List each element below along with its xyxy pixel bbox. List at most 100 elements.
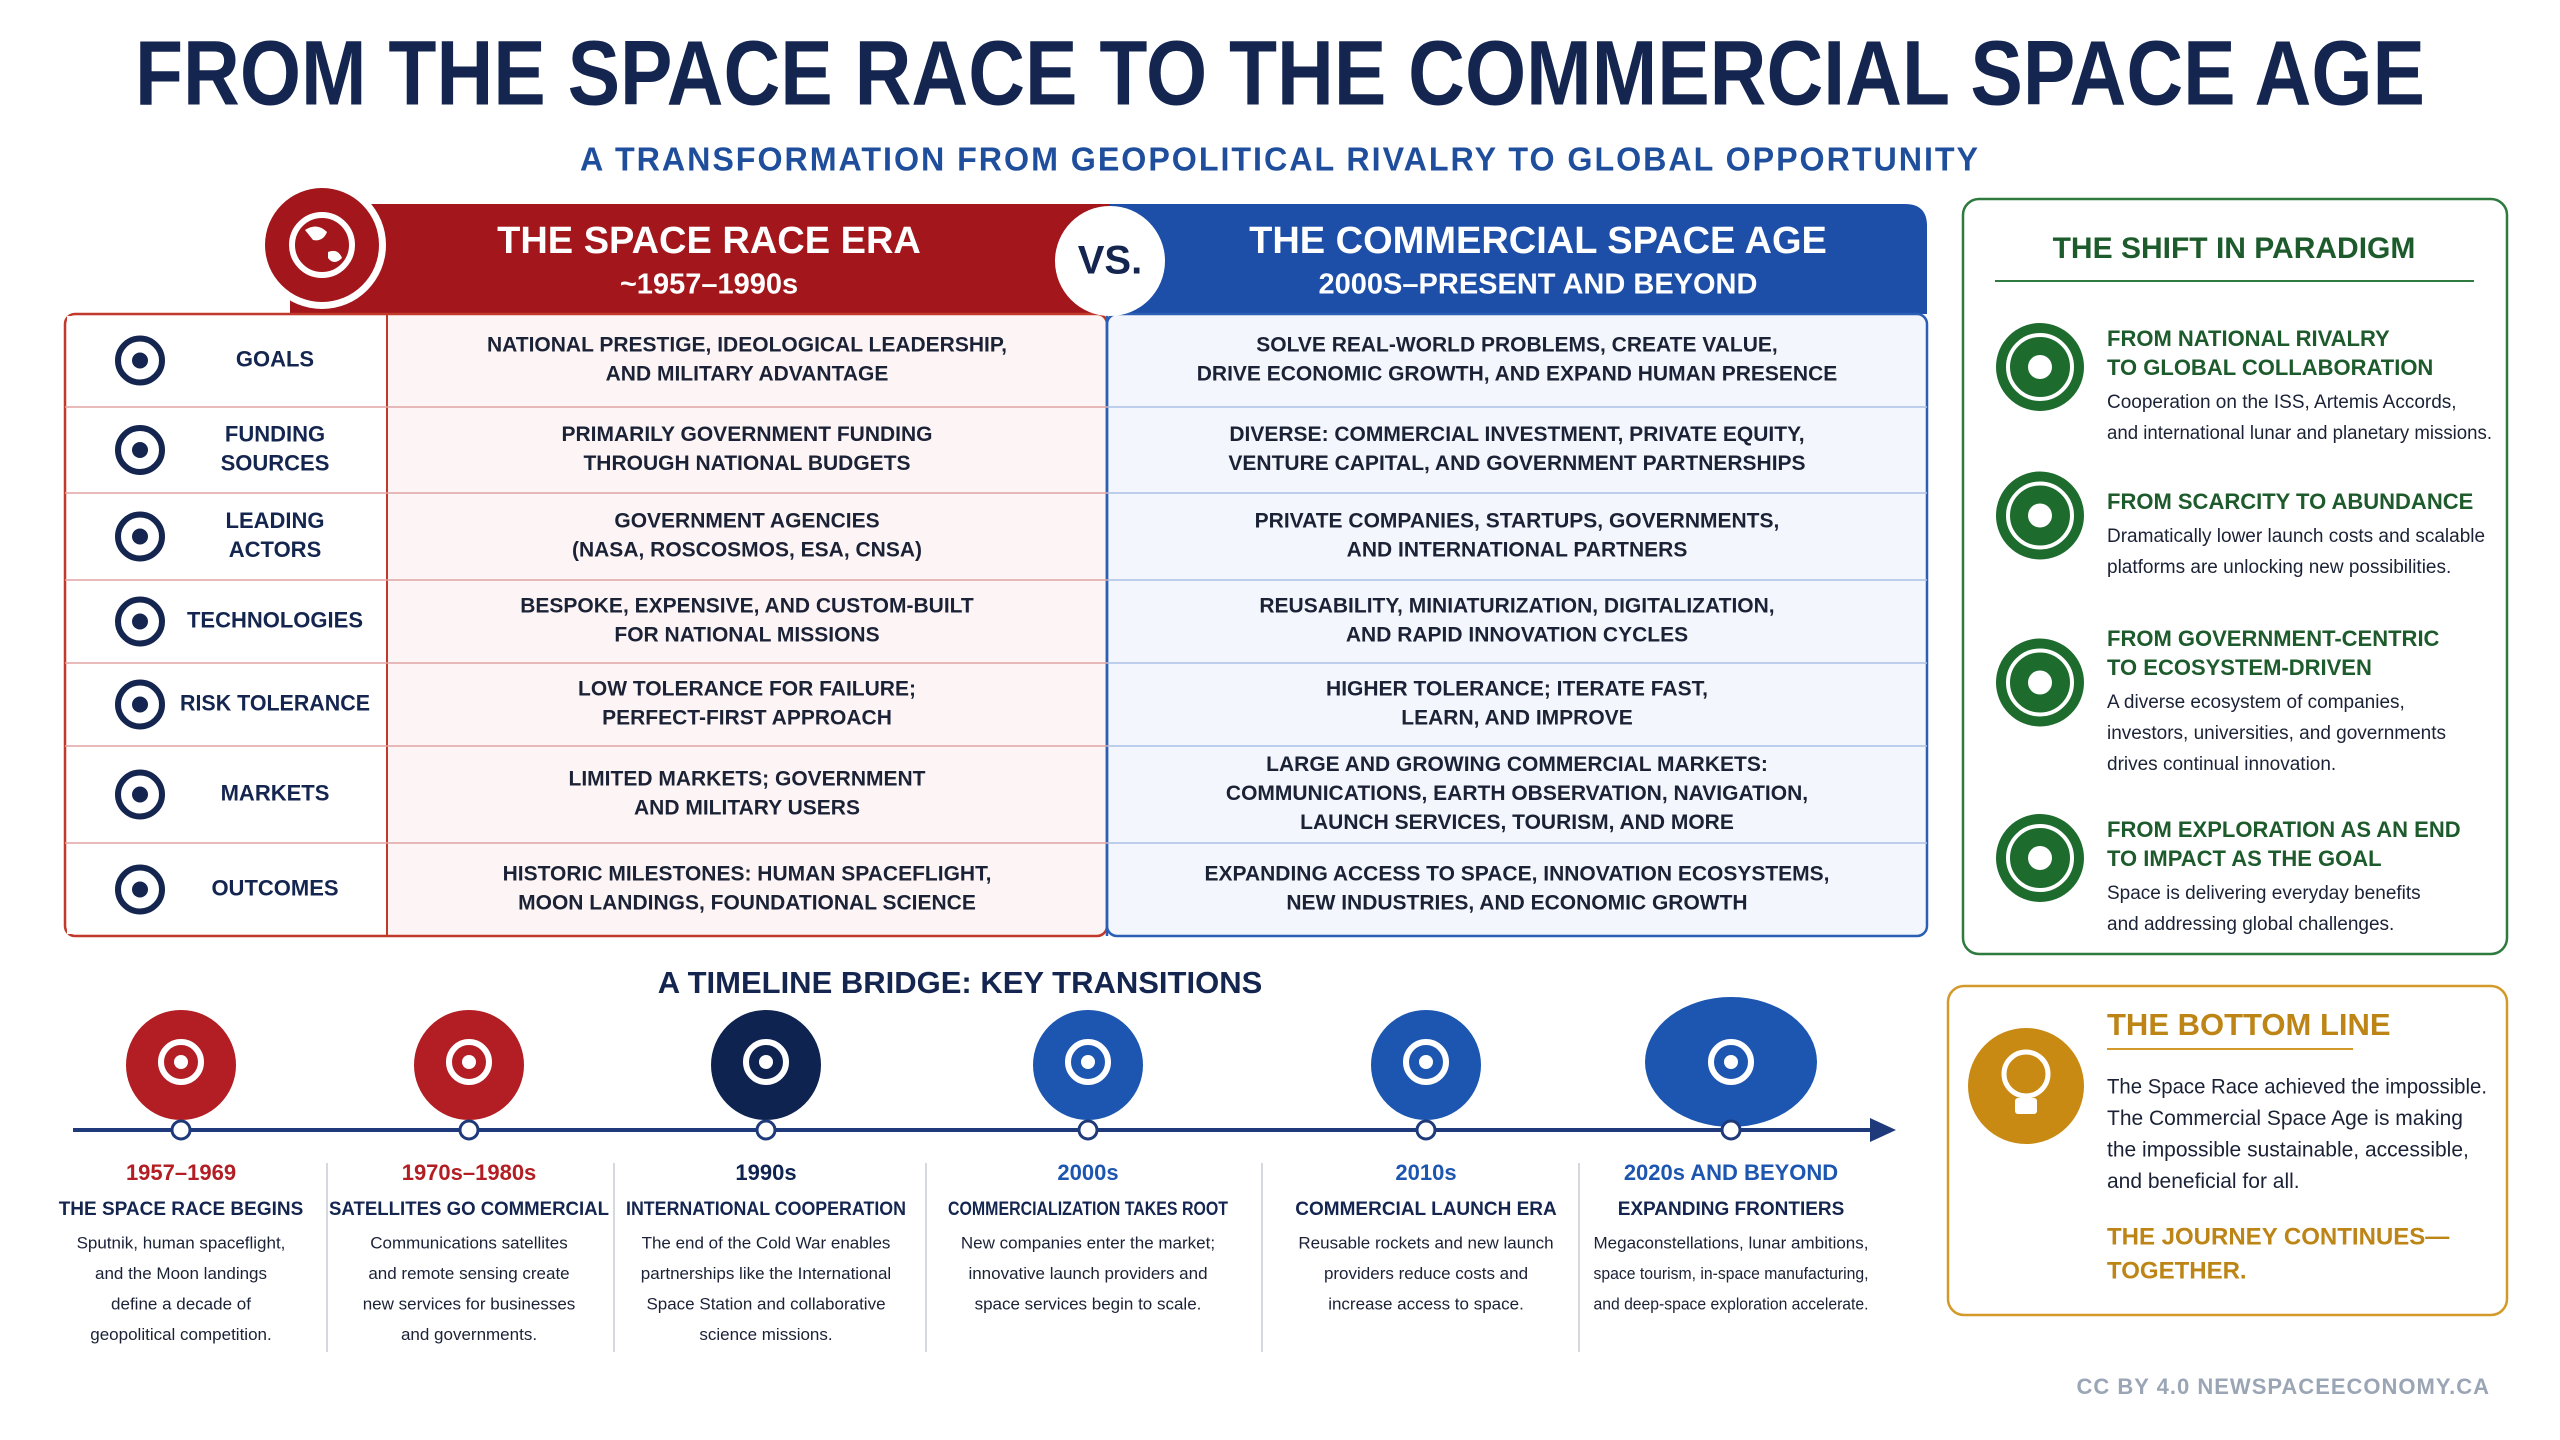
timeline-desc: Sputnik, human spaceflight, <box>77 1233 286 1252</box>
row-icon-core <box>132 613 148 630</box>
globe-icon <box>289 212 355 278</box>
row-icon-core <box>132 786 148 803</box>
row-icon-core <box>132 881 148 898</box>
row-icon-core <box>132 696 148 713</box>
timeline-icon <box>1403 1039 1449 1085</box>
timeline-icon-core <box>174 1055 188 1069</box>
row-label: SOURCES <box>221 450 330 475</box>
timeline-desc: increase access to space. <box>1328 1294 1524 1313</box>
bulb-icon <box>2001 1049 2051 1099</box>
row-icon-core <box>132 442 148 458</box>
timeline-desc: partnerships like the International <box>641 1264 891 1283</box>
timeline-desc: New companies enter the market; <box>961 1233 1215 1252</box>
commercial-cell: DRIVE ECONOMIC GROWTH, AND EXPAND HUMAN … <box>1197 363 1838 386</box>
paradigm-item-title: TO ECOSYSTEM-DRIVEN <box>2107 655 2372 680</box>
right-header-band <box>1110 204 1927 314</box>
timeline-node <box>170 1119 192 1141</box>
timeline-desc: Megaconstellations, lunar ambitions, <box>1594 1233 1869 1252</box>
paradigm-icon-ring <box>2006 824 2074 892</box>
timeline-desc: Space Station and collaborative <box>646 1294 885 1313</box>
timeline-icon-core <box>1419 1055 1433 1069</box>
timeline-desc: The end of the Cold War enables <box>642 1233 891 1252</box>
commercial-cell: AND INTERNATIONAL PARTNERS <box>1347 539 1688 562</box>
commercial-cell: PRIVATE COMPANIES, STARTUPS, GOVERNMENTS… <box>1255 510 1780 533</box>
timeline-desc: define a decade of <box>111 1294 251 1313</box>
timeline-desc: space services begin to scale. <box>975 1294 1202 1313</box>
row-icon <box>115 864 165 915</box>
paradigm-item-title: TO IMPACT AS THE GOAL <box>2107 846 2382 871</box>
left-header-band <box>290 204 1110 314</box>
bulb-base <box>2015 1098 2037 1114</box>
timeline-node <box>1415 1119 1437 1141</box>
timeline-arrow <box>1870 1118 1896 1142</box>
timeline-desc: space tourism, in-space manufacturing, <box>1594 1264 1869 1283</box>
row-icon <box>115 679 165 730</box>
space-race-cell: (NASA, ROSCOSMOS, ESA, CNSA) <box>572 539 922 562</box>
space-race-cell: GOVERNMENT AGENCIES <box>614 510 879 533</box>
space-race-cell: MOON LANDINGS, FOUNDATIONAL SCIENCE <box>518 892 976 915</box>
commercial-cell: EXPANDING ACCESS TO SPACE, INNOVATION EC… <box>1204 863 1829 886</box>
paradigm-item-desc: Cooperation on the ISS, Artemis Accords, <box>2107 392 2457 413</box>
space-race-cell: PRIMARILY GOVERNMENT FUNDING <box>561 423 932 446</box>
timeline-date: 2020s AND BEYOND <box>1624 1160 1838 1185</box>
space-race-cell: PERFECT-FIRST APPROACH <box>602 707 892 730</box>
row-label: TECHNOLOGIES <box>187 607 363 632</box>
timeline-node <box>1720 1119 1742 1141</box>
timeline-icon-core <box>759 1055 773 1069</box>
commercial-cell: AND RAPID INNOVATION CYCLES <box>1346 624 1688 647</box>
bottom-line-panel <box>1946 984 2509 1317</box>
timeline-date: 1957–1969 <box>126 1160 236 1185</box>
bottom-line-closing: THE JOURNEY CONTINUES— <box>2107 1223 2449 1250</box>
space-race-cell: FOR NATIONAL MISSIONS <box>614 624 879 647</box>
bottom-line-body: the impossible sustainable, accessible, <box>2107 1139 2469 1162</box>
space-race-cell: HISTORIC MILESTONES: HUMAN SPACEFLIGHT, <box>503 863 992 886</box>
paradigm-item-desc: investors, universities, and governments <box>2107 723 2446 744</box>
timeline-icon-core <box>1081 1055 1095 1069</box>
bottom-line-body: The Space Race achieved the impossible. <box>2107 1076 2487 1099</box>
space-race-cell: BESPOKE, EXPENSIVE, AND CUSTOM-BUILT <box>520 595 974 618</box>
timeline-desc: and remote sensing create <box>368 1264 569 1283</box>
timeline-icon-core <box>1724 1055 1738 1069</box>
timeline-icon <box>1065 1039 1111 1085</box>
timeline-desc: Communications satellites <box>370 1233 567 1252</box>
paradigm-item-title: FROM GOVERNMENT-CENTRIC <box>2107 626 2440 651</box>
row-icon <box>115 335 165 386</box>
row-icon-core <box>132 528 148 545</box>
timeline-date: 1990s <box>735 1160 796 1185</box>
timeline-icon-core <box>462 1055 476 1069</box>
paradigm-item-title: FROM NATIONAL RIVALRY <box>2107 326 2390 351</box>
page-subtitle: A TRANSFORMATION FROM GEOPOLITICAL RIVAL… <box>580 141 1980 178</box>
timeline-date: 2010s <box>1395 1160 1456 1185</box>
paradigm-item-desc: Dramatically lower launch costs and scal… <box>2107 526 2485 547</box>
space-race-cell: NATIONAL PRESTIGE, IDEOLOGICAL LEADERSHI… <box>487 334 1007 357</box>
timeline-desc: geopolitical competition. <box>90 1325 271 1344</box>
row-label: GOALS <box>236 346 314 371</box>
timeline-desc: new services for businesses <box>363 1294 576 1313</box>
paradigm-icon-ring <box>2006 481 2074 550</box>
timeline-desc: science missions. <box>699 1325 832 1344</box>
timeline-desc: innovative launch providers and <box>968 1264 1207 1283</box>
timeline-desc: and governments. <box>401 1325 537 1344</box>
commercial-cell: SOLVE REAL-WORLD PROBLEMS, CREATE VALUE, <box>1256 334 1778 357</box>
footer-credit: CC BY 4.0 NEWSPACEECONOMY.CA <box>2077 1374 2490 1399</box>
paradigm-item-desc: Space is delivering everyday benefits <box>2107 883 2421 904</box>
paradigm-icon-core <box>2028 503 2052 528</box>
timeline-desc: providers reduce costs and <box>1324 1264 1528 1283</box>
commercial-cell: LEARN, AND IMPROVE <box>1401 707 1632 730</box>
timeline-heading: SATELLITES GO COMMERCIAL <box>329 1199 609 1220</box>
space-race-cell: AND MILITARY ADVANTAGE <box>606 363 889 386</box>
globe-land <box>305 226 342 262</box>
commercial-cell: HIGHER TOLERANCE; ITERATE FAST, <box>1326 678 1708 701</box>
row-label: FUNDING <box>225 421 325 446</box>
timeline-desc: and the Moon landings <box>95 1264 267 1283</box>
row-icon <box>115 511 165 562</box>
space-race-cell: LIMITED MARKETS; GOVERNMENT <box>569 768 926 791</box>
paradigm-icon-core <box>2028 355 2052 379</box>
bottom-line-title: THE BOTTOM LINE <box>2107 1007 2391 1042</box>
paradigm-item-title: FROM EXPLORATION AS AN END <box>2107 817 2461 842</box>
timeline-icon <box>446 1039 492 1085</box>
timeline-icon <box>1708 1039 1754 1085</box>
paradigm-icon-ring <box>2006 333 2074 401</box>
